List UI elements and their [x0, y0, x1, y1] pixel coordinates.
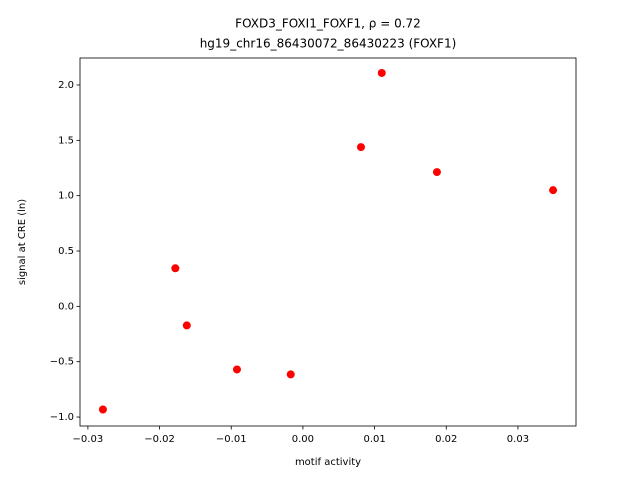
y-tick-label: −1.0 [50, 412, 74, 423]
x-tick-label: 0.01 [363, 434, 385, 445]
point [356, 143, 365, 152]
plot-frame [79, 57, 577, 427]
chart-subtitle: hg19_chr16_86430072_86430223 (FOXF1) [200, 37, 457, 51]
y-tick-label: 2.0 [58, 80, 74, 91]
point [232, 365, 241, 374]
y-tick-label: −0.5 [50, 357, 74, 368]
x-tick-label: 0.02 [435, 434, 457, 445]
point [549, 186, 558, 195]
point [432, 168, 441, 177]
x-tick-label: 0.00 [292, 434, 314, 445]
point [171, 264, 180, 273]
y-tick-label: 0.0 [58, 301, 74, 312]
x-tick-label: −0.02 [144, 434, 175, 445]
x-tick-label: −0.01 [216, 434, 247, 445]
y-tick-label: 1.5 [58, 135, 74, 146]
point [182, 321, 191, 330]
chart-title: FOXD3_FOXI1_FOXF1, ρ = 0.72 [235, 17, 421, 31]
x-tick-label: 0.03 [507, 434, 529, 445]
x-tick-label: −0.03 [73, 434, 104, 445]
point [98, 405, 107, 414]
y-axis-label: signal at CRE (ln) [17, 199, 28, 285]
point [377, 68, 386, 77]
y-tick-label: 0.5 [58, 246, 74, 257]
point [286, 370, 295, 379]
y-tick-label: 1.0 [58, 191, 74, 202]
x-axis-label: motif activity [295, 457, 361, 468]
